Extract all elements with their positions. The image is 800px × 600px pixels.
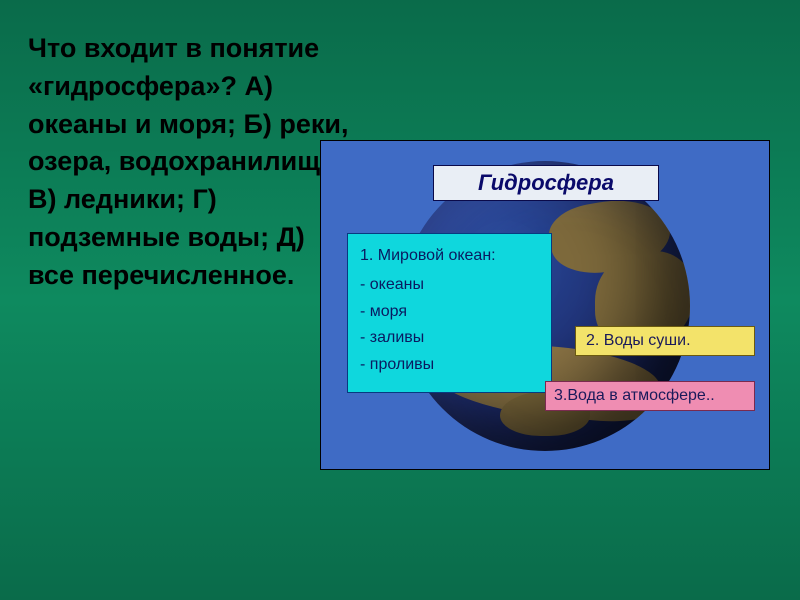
ocean-item: - моря <box>360 300 539 325</box>
ocean-item: - проливы <box>360 353 539 378</box>
hydrosphere-diagram: Гидросфера 1. Мировой океан: - океаны - … <box>320 140 770 470</box>
question-text: Что входит в понятие «гидросфера»? А) ок… <box>28 30 353 295</box>
ocean-item: - океаны <box>360 273 539 298</box>
atmosphere-water-box: 3.Вода в атмосфере.. <box>545 381 755 411</box>
ocean-item: - заливы <box>360 326 539 351</box>
slide: Что входит в понятие «гидросфера»? А) ок… <box>0 0 800 600</box>
world-ocean-header: 1. Мировой океан: <box>360 244 539 269</box>
diagram-title: Гидросфера <box>433 165 659 201</box>
world-ocean-box: 1. Мировой океан: - океаны - моря - зали… <box>347 233 552 393</box>
land-waters-box: 2. Воды суши. <box>575 326 755 356</box>
